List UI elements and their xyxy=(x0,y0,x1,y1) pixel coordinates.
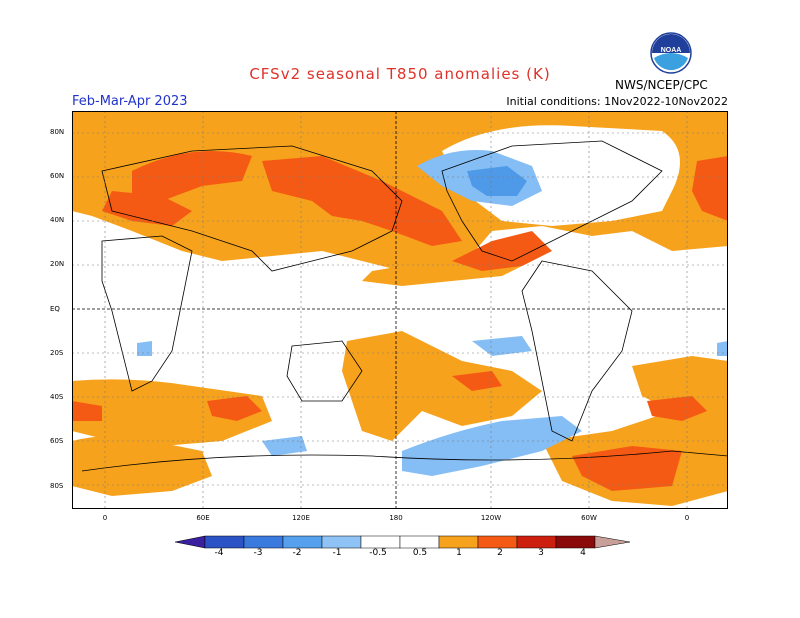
equator-dateline xyxy=(72,111,728,509)
colorbar-swatch--4 xyxy=(204,535,245,549)
lon-label-120e: 120E xyxy=(292,514,310,522)
colorbar-label--3: -3 xyxy=(253,548,263,558)
anomaly-orange-sw xyxy=(72,436,212,496)
anomaly-lightblue-s-pacific xyxy=(402,416,582,476)
colorbar-swatch--3 xyxy=(243,535,284,549)
grid-lines xyxy=(72,111,728,509)
lon-label-60e: 60E xyxy=(196,514,210,522)
page-title: CFSv2 seasonal T850 anomalies (K) xyxy=(249,65,551,83)
anomaly-lightblue-africa xyxy=(137,341,152,356)
colorbar-swatch-neutral xyxy=(360,535,401,549)
lat-label-80s: 80S xyxy=(50,482,64,490)
anomaly-lightblue-sa-west xyxy=(717,341,728,356)
colorbar-label-2: 2 xyxy=(497,548,503,558)
australia-outline xyxy=(286,340,363,402)
forecast-period-label: Feb-Mar-Apr 2023 xyxy=(72,94,188,109)
colorbar xyxy=(175,535,630,549)
lon-label-120w: 120W xyxy=(480,514,502,522)
colorbar-label-1: 1 xyxy=(456,548,462,558)
colorbar-label-3: 3 xyxy=(538,548,544,558)
initial-conditions-label: Initial conditions: 1Nov2022-10Nov2022 xyxy=(506,95,728,108)
noaa-logo-icon: NOAA xyxy=(650,32,692,74)
anomaly-lightblue-eq-s xyxy=(472,336,532,356)
lon-label-180: 180 xyxy=(389,514,403,522)
anomaly-red-siberia xyxy=(132,151,252,201)
colorbar-label--0-5: -0.5 xyxy=(369,548,387,558)
colorbar-swatch-3 xyxy=(516,535,557,549)
lon-label-0-right: 0 xyxy=(684,514,690,522)
colorbar-label-0-5: 0.5 xyxy=(412,548,428,558)
anomaly-red-east xyxy=(692,156,728,221)
colorbar-label-4: 4 xyxy=(580,548,586,558)
colorbar-swatch-0-5 xyxy=(399,535,440,549)
lat-label-40n: 40N xyxy=(50,216,65,224)
anomaly-red-europe xyxy=(102,191,192,226)
lon-label-60w: 60W xyxy=(581,514,597,522)
colorbar-label--1: -1 xyxy=(332,548,342,558)
lon-label-0: 0 xyxy=(102,514,108,522)
anomaly-red-mexico-gulf xyxy=(452,231,552,271)
anomaly-red-s-atlantic xyxy=(72,401,102,421)
colorbar-arrow-right xyxy=(594,535,630,549)
anomaly-orange-southeast xyxy=(632,356,728,411)
colorbar-swatch-2 xyxy=(477,535,518,549)
colorbar-label--4: -4 xyxy=(214,548,224,558)
colorbar-label--2: -2 xyxy=(292,548,302,558)
anomaly-red-s-indian xyxy=(207,396,262,421)
lat-label-80n: 80N xyxy=(50,128,65,136)
africa-outline xyxy=(101,235,193,392)
anomaly-midblue-canada xyxy=(467,166,527,196)
anomaly-shading xyxy=(72,111,728,506)
colorbar-swatch-4 xyxy=(555,535,596,549)
anomaly-red-antarctic-sa xyxy=(572,446,682,491)
lat-label-60n: 60N xyxy=(50,172,65,180)
anomaly-orange-south-indian xyxy=(72,379,272,446)
colorbar-swatch-1 xyxy=(438,535,479,549)
antarctica-outline xyxy=(81,450,728,472)
noaa-logo-text: NOAA xyxy=(661,47,682,54)
lat-label-60s: 60S xyxy=(50,437,64,445)
colorbar-swatch--2 xyxy=(282,535,323,549)
lat-label-20s: 20S xyxy=(50,349,64,357)
anomaly-red-s-pacific xyxy=(452,371,502,391)
anomaly-orange-south-pacific xyxy=(342,331,542,441)
colorbar-arrow-left xyxy=(175,535,206,549)
north-america-outline xyxy=(441,140,663,262)
anomaly-red-asia-pacific xyxy=(262,156,462,246)
anomaly-red-se xyxy=(647,396,707,421)
organization-label: NWS/NCEP/CPC xyxy=(615,78,708,92)
eurasia-outline xyxy=(101,145,403,272)
colorbar-swatch--1 xyxy=(321,535,362,549)
anomaly-map xyxy=(72,111,728,509)
lat-label-20n: 20N xyxy=(50,260,65,268)
lat-label-40s: 40S xyxy=(50,393,64,401)
lat-label-eq: EQ xyxy=(50,305,60,313)
